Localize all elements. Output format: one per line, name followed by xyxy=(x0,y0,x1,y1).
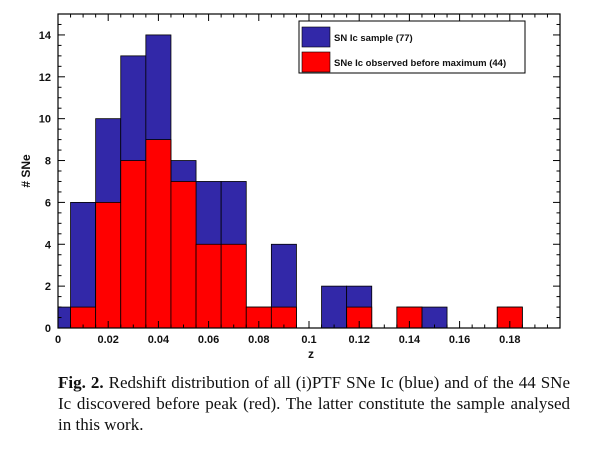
x-tick-labels: 0 0.02 0.04 0.06 0.08 0.1 0.12 0.14 0.16 0.18 xyxy=(55,334,521,346)
y-tick-label: 0 xyxy=(45,323,51,335)
x-tick-label: 0.14 xyxy=(399,334,421,346)
red-bar xyxy=(170,181,197,329)
red-bar xyxy=(145,139,172,329)
x-tick-label: 0.1 xyxy=(301,334,316,346)
y-tick-label: 10 xyxy=(39,114,51,126)
y-tick-labels: 0 2 4 6 8 10 12 14 xyxy=(39,30,52,335)
x-tick-label: 0.08 xyxy=(248,334,269,346)
y-tick-label: 14 xyxy=(39,30,52,42)
legend-label-red: SNe Ic observed before maximum (44) xyxy=(334,58,506,69)
legend-label-blue: SN Ic sample (77) xyxy=(334,33,413,44)
x-tick-label: 0.16 xyxy=(449,334,470,346)
x-tick-label: 0.12 xyxy=(348,334,369,346)
legend: SN Ic sample (77) SNe Ic observed before… xyxy=(298,20,526,74)
x-axis-title: z xyxy=(308,347,314,361)
caption-label: Fig. 2. xyxy=(58,373,104,392)
legend-box xyxy=(298,20,526,74)
x-tick-label: 0.18 xyxy=(499,334,520,346)
blue-bar xyxy=(321,285,348,329)
red-bar xyxy=(195,243,222,329)
y-tick-label: 4 xyxy=(45,239,52,251)
y-axis-title: # SNe xyxy=(19,154,33,188)
y-tick-label: 2 xyxy=(45,281,51,293)
y-tick-label: 12 xyxy=(39,72,51,84)
red-bar xyxy=(120,160,147,329)
red-series-bars xyxy=(70,139,523,329)
x-tick-label: 0 xyxy=(55,334,61,346)
legend-swatch-red xyxy=(301,51,331,73)
figure-caption: Fig. 2. Redshift distribution of all (i)… xyxy=(58,372,570,435)
red-bar xyxy=(220,243,247,329)
caption-text: Redshift distribution of all (i)PTF SNe … xyxy=(58,373,571,434)
redshift-histogram-chart: 0 0.02 0.04 0.06 0.08 0.1 0.12 0.14 0.16 0.18 0 2 4… xyxy=(19,13,561,361)
red-bar xyxy=(95,201,122,329)
x-tick-label: 0.04 xyxy=(148,334,170,346)
x-tick-label: 0.06 xyxy=(198,334,219,346)
legend-swatch-blue xyxy=(301,26,331,48)
x-tick-label: 0.02 xyxy=(97,334,118,346)
axis-ticks xyxy=(57,13,561,329)
y-tick-label: 6 xyxy=(45,197,51,209)
y-tick-label: 8 xyxy=(45,156,51,168)
